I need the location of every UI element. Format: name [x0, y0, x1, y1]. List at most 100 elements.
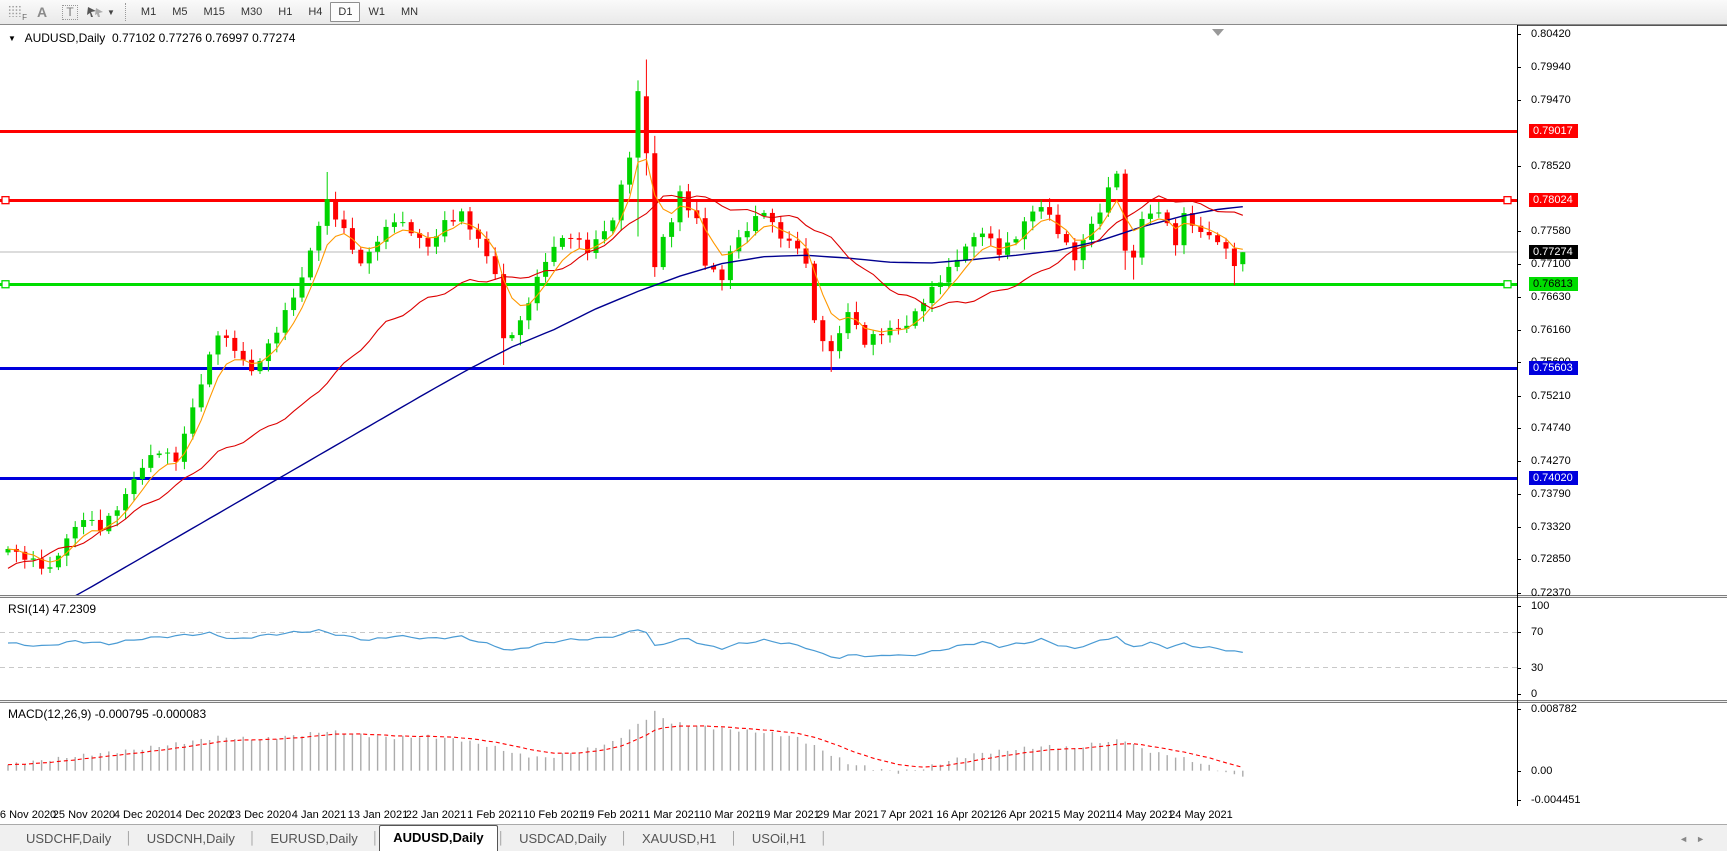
horizontal-line[interactable] [0, 367, 1517, 370]
timeframe-button-w1[interactable]: W1 [360, 2, 393, 22]
chart-tab-usdcnh[interactable]: USDCNH,Daily [146, 831, 235, 846]
rsi-line [7, 628, 1243, 660]
date-axis-label: 16 Nov 2020 [0, 809, 57, 821]
date-axis-label: 1 Mar 2021 [644, 809, 700, 821]
price-axis-tick: 0.78520 [1531, 160, 1571, 172]
price-axis-tick: 0.72850 [1531, 553, 1571, 565]
arrows-tool-icon[interactable]: ▼ [86, 2, 115, 22]
candle-body [820, 320, 826, 342]
chart-tab-usdcad[interactable]: USDCAD,Daily [519, 831, 607, 846]
candle-body [282, 310, 288, 333]
line-selection-handle[interactable] [1, 196, 10, 205]
date-axis-label: 10 Mar 2021 [699, 809, 761, 821]
price-axis-tick: 0.77580 [1531, 225, 1571, 237]
candle-body [845, 312, 851, 334]
timeframe-button-mn[interactable]: MN [393, 2, 426, 22]
candle-body [190, 407, 196, 434]
macd-pane[interactable] [0, 703, 1517, 806]
candle-body [517, 320, 523, 336]
candle-body [685, 191, 691, 211]
candle-body [1089, 223, 1095, 240]
date-axis[interactable]: 16 Nov 2020 25 Nov 2020 4 Dec 2020 14 Dec 2… [0, 806, 1727, 824]
candle-body [1072, 242, 1078, 261]
timeframe-button-h1[interactable]: H1 [270, 2, 300, 22]
candle-body [1030, 211, 1036, 222]
candle-body [946, 266, 952, 283]
main-chart-pane[interactable] [0, 25, 1517, 595]
price-axis-tick-mark [1517, 559, 1521, 560]
chart-tab-xauusd[interactable]: XAUUSD,H1 [641, 831, 717, 846]
candle-body [568, 237, 574, 239]
grid-settings-icon[interactable]: F [2, 2, 27, 22]
timeframe-button-m1[interactable]: M1 [133, 2, 164, 22]
chart-tab-audusd[interactable]: AUDUSD,Daily [379, 825, 498, 851]
rsi-plot[interactable] [0, 598, 1517, 700]
candle-body [324, 199, 330, 226]
price-axis-tick-mark [1517, 396, 1521, 397]
candle-body [988, 233, 994, 239]
macd-legend: MACD(12,26,9) -0.000795 -0.000083 [8, 707, 207, 721]
candle-body [753, 216, 759, 232]
tab-scroll-left-icon[interactable]: ◄ [1679, 834, 1697, 844]
candle-body [1206, 231, 1212, 236]
candle-body [484, 238, 490, 257]
line-selection-handle[interactable] [1503, 196, 1512, 205]
pane-separator[interactable] [0, 595, 1727, 598]
candle-body [921, 303, 927, 312]
timeframe-button-m5[interactable]: M5 [164, 2, 195, 22]
chart-dropdown-icon[interactable]: ▼ [8, 34, 16, 43]
chart-shift-marker-icon[interactable] [1212, 29, 1224, 36]
candle-body [1147, 213, 1153, 219]
line-selection-handle[interactable] [1503, 280, 1512, 289]
chart-tab-usdchf[interactable]: USDCHF,Daily [26, 831, 112, 846]
candle-body [400, 222, 406, 224]
candle-body [1097, 212, 1103, 224]
candle-body [736, 237, 742, 252]
tab-scroll-right-icon[interactable]: ► [1696, 834, 1713, 844]
rsi-pane[interactable] [0, 598, 1517, 700]
ma-slow-line [75, 206, 1243, 595]
candle-body [81, 520, 87, 527]
candle-body [408, 222, 414, 234]
timeframe-button-m30[interactable]: M30 [233, 2, 270, 22]
horizontal-line[interactable] [0, 477, 1517, 480]
pane-separator[interactable] [0, 700, 1727, 703]
candle-body [795, 240, 801, 249]
candle-body [627, 157, 633, 185]
macd-signal-line [7, 725, 1243, 768]
candle-body [425, 237, 431, 247]
candle-body [719, 269, 725, 281]
price-axis-tick-mark [1517, 527, 1521, 528]
top-toolbar: F A T ▼ M1 M5 M15 M30 H1 H4 D1 W1 MN [0, 0, 1727, 25]
horizontal-line[interactable] [0, 283, 1517, 286]
rsi-axis-tick: 0 [1531, 688, 1538, 700]
timeframe-button-m15[interactable]: M15 [195, 2, 232, 22]
macd-plot[interactable] [0, 703, 1517, 806]
line-selection-handle[interactable] [1, 280, 10, 289]
label-tool-icon[interactable]: A [36, 4, 48, 20]
horizontal-line[interactable] [0, 130, 1517, 133]
horizontal-line[interactable] [0, 199, 1517, 202]
candle-body [853, 312, 859, 325]
text-tool-icon[interactable]: T [58, 2, 82, 22]
candle-body [727, 251, 733, 281]
candle-body [1156, 212, 1162, 214]
price-axis-tick: 0.79940 [1531, 61, 1571, 73]
candle-body [526, 303, 532, 321]
timeframe-button-d1[interactable]: D1 [330, 2, 361, 22]
price-axis-tick-mark [1517, 428, 1521, 429]
candle-body [156, 453, 162, 456]
candle-body [366, 251, 372, 264]
timeframe-button-h4[interactable]: H4 [300, 2, 330, 22]
timeframe-button-group: M1 M5 M15 M30 H1 H4 D1 W1 MN [133, 2, 426, 22]
candle-body [643, 96, 649, 154]
price-axis-tick-mark [1517, 297, 1521, 298]
candle-body [316, 225, 322, 251]
candle-body [391, 222, 397, 227]
chart-title: ▼ AUDUSD,Daily 0.77102 0.77276 0.76997 0… [8, 31, 295, 45]
chart-tab-eurusd[interactable]: EURUSD,Daily [270, 831, 358, 846]
chart-tab-usoil[interactable]: USOil,H1 [751, 831, 807, 846]
price-axis-tick: 0.76160 [1531, 324, 1571, 336]
main-chart-plot[interactable] [0, 25, 1517, 595]
candle-body [207, 354, 213, 385]
